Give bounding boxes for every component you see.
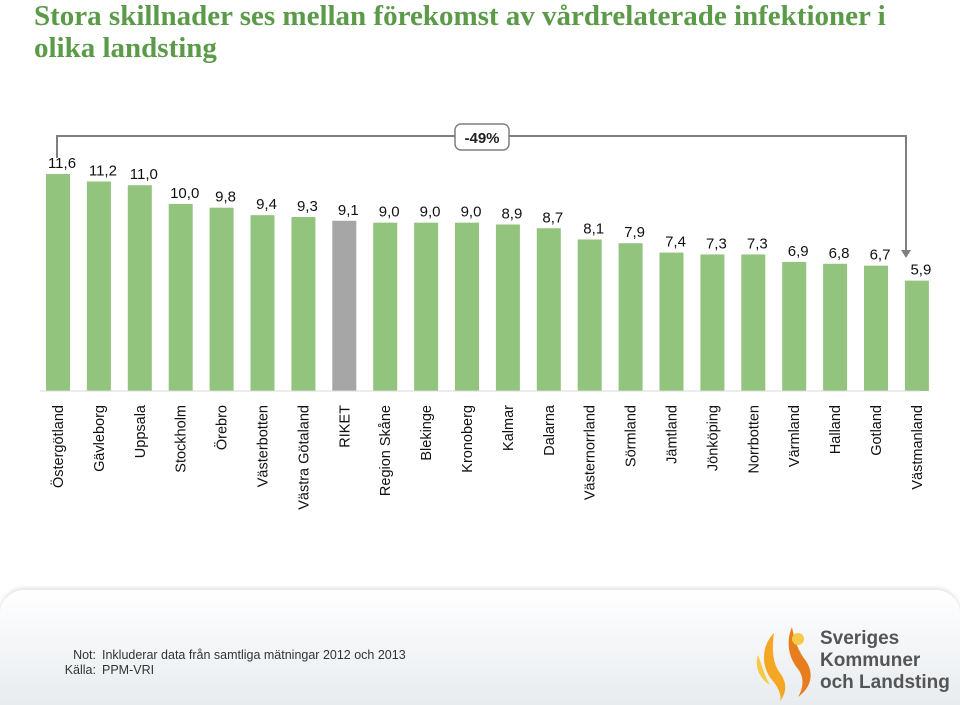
bar-19: [823, 263, 848, 391]
data-label-19: 6,8: [829, 245, 850, 262]
data-label-17: 7,3: [747, 235, 768, 252]
bar-0: [46, 174, 70, 391]
category-label-3: Stockholm: [174, 405, 190, 473]
bar-18: [782, 261, 807, 391]
note-label: Not:: [73, 648, 96, 662]
category-label-1: Gävleborg: [92, 405, 108, 472]
bar-15: [659, 252, 684, 391]
chart-title: Stora skillnader ses mellan förekomst av…: [34, 0, 886, 64]
bar-16: [700, 254, 725, 391]
bar-2: [127, 185, 152, 391]
data-label-18: 6,9: [788, 243, 809, 260]
category-label-15: Jämtland: [665, 405, 681, 464]
logo-line-3: och Landsting: [820, 672, 950, 693]
category-label-20: Gotland: [869, 405, 885, 456]
annotation-arrowhead: [901, 250, 911, 258]
category-label-17: Norrbotten: [746, 405, 762, 474]
data-label-6: 9,3: [297, 198, 318, 215]
data-label-20: 6,7: [870, 247, 891, 264]
category-label-11: Kalmar: [501, 405, 517, 451]
bar-14: [618, 243, 643, 391]
source-label: Källa:: [64, 663, 96, 677]
data-label-0: 11,6: [48, 155, 76, 172]
data-label-2: 11,0: [130, 166, 158, 183]
category-label-6: Västra Götaland: [296, 405, 312, 510]
bar-13: [577, 239, 602, 391]
bar-10: [455, 222, 479, 391]
data-label-12: 8,7: [542, 209, 563, 226]
skl-logo-icon: [756, 627, 811, 701]
logo-line-1: Sveriges: [820, 628, 900, 649]
category-label-10: Kronoberg: [460, 405, 476, 473]
bar-3: [168, 203, 193, 391]
category-label-2: Uppsala: [133, 404, 149, 458]
category-label-0: Östergötland: [49, 405, 67, 488]
bar-4: [209, 207, 234, 391]
logo-line-2: Kommuner: [820, 650, 921, 671]
source-text: PPM-VRI: [102, 663, 155, 677]
bar-9: [414, 222, 439, 391]
data-label-15: 7,4: [665, 234, 686, 251]
data-label-10: 9,0: [461, 204, 482, 221]
annotation-label: -49%: [464, 130, 499, 147]
data-label-13: 8,1: [583, 220, 604, 237]
note-text: Inkluderar data från samtliga mätningar …: [102, 648, 406, 662]
category-label-14: Sörmland: [624, 405, 640, 467]
bar-8: [373, 222, 398, 391]
category-label-19: Halland: [828, 405, 844, 454]
category-label-7: RIKET: [337, 405, 353, 448]
bar-chart: 11,6 11,2 11,0 10,0 9,8 9,4 9,3 9,1 9,0 9,0 9,0 8,9…: [40, 123, 931, 510]
data-label-14: 7,9: [624, 224, 645, 241]
data-label-5: 9,4: [256, 196, 277, 213]
data-label-9: 9,0: [420, 204, 441, 221]
bar-1: [86, 181, 111, 391]
data-label-11: 8,9: [501, 206, 522, 223]
bar-11: [495, 224, 520, 391]
category-label-16: Jönköping: [705, 405, 721, 471]
data-label-21: 5,9: [910, 262, 931, 279]
bar-12: [536, 228, 561, 391]
bar-20: [864, 265, 888, 391]
bar-21: [904, 280, 929, 391]
bar-5: [250, 215, 275, 391]
bar-7: [332, 220, 357, 391]
category-label-18: Värmland: [787, 405, 803, 467]
category-label-21: Västmanland: [910, 405, 926, 490]
bar-6: [291, 217, 316, 391]
category-label-9: Blekinge: [419, 405, 435, 461]
skl-logo-text: Sveriges Kommuner och Landsting: [820, 628, 950, 694]
data-label-8: 9,0: [379, 204, 400, 221]
annotation-box: [454, 123, 510, 151]
data-label-4: 9,8: [215, 189, 236, 206]
category-label-5: Västerbotten: [256, 405, 272, 487]
data-label-16: 7,3: [706, 235, 727, 252]
category-label-13: Västernorrland: [583, 405, 599, 500]
data-label-3: 10,0: [170, 185, 199, 202]
data-label-7: 9,1: [338, 202, 359, 219]
category-label-8: Region Skåne: [378, 405, 394, 496]
bar-17: [741, 254, 766, 391]
notes: Not: Inkluderar data från samtliga mätnin…: [50, 648, 406, 678]
footer-panel: [0, 590, 960, 705]
category-label-12: Dalarna: [542, 404, 558, 456]
category-label-4: Örebro: [213, 405, 231, 450]
data-label-1: 11,2: [89, 162, 117, 179]
